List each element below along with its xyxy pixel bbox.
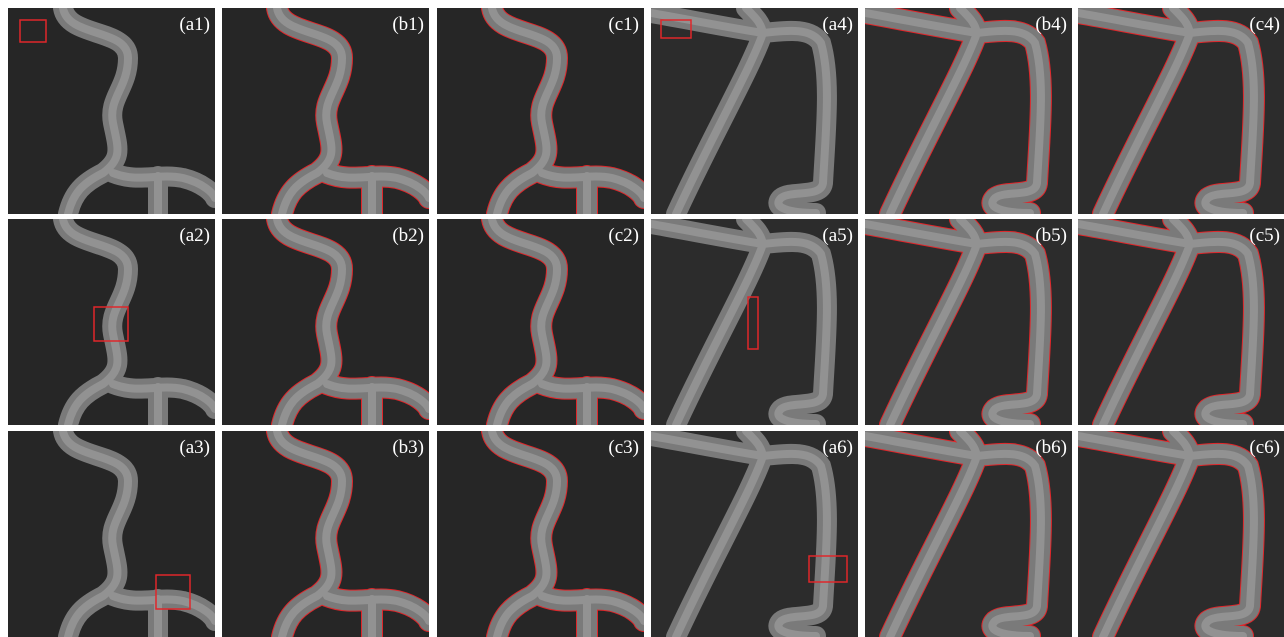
panel-label: (b4) bbox=[1035, 14, 1067, 35]
image-panel: (c4) bbox=[1078, 8, 1284, 214]
panel-label: (b5) bbox=[1035, 225, 1067, 246]
panel-label: (c2) bbox=[608, 225, 639, 246]
image-panel: (b6) bbox=[865, 431, 1072, 637]
panel-label: (c4) bbox=[1249, 14, 1280, 35]
image-panel: (c3) bbox=[437, 431, 644, 637]
figure: (a1) (b1) (c1) (a4) (b4) (c4) (a2) (b2) (c2) (a5)… bbox=[0, 0, 1284, 637]
panel-label: (b6) bbox=[1035, 437, 1067, 458]
panel-label: (c5) bbox=[1249, 225, 1280, 246]
image-panel: (c2) bbox=[437, 219, 644, 425]
image-panel: (a6) bbox=[651, 431, 858, 637]
image-panel: (b5) bbox=[865, 219, 1072, 425]
image-panel: (c5) bbox=[1078, 219, 1284, 425]
panel-label: (a5) bbox=[822, 225, 853, 246]
panel-label: (c1) bbox=[608, 14, 639, 35]
panel-label: (a4) bbox=[822, 14, 853, 35]
image-panel: (c6) bbox=[1078, 431, 1284, 637]
image-panel: (a2) bbox=[8, 219, 215, 425]
image-panel: (a5) bbox=[651, 219, 858, 425]
panel-label: (b2) bbox=[392, 225, 424, 246]
image-panel: (a3) bbox=[8, 431, 215, 637]
panel-label: (a6) bbox=[822, 437, 853, 458]
image-panel: (b2) bbox=[222, 219, 429, 425]
image-panel: (b1) bbox=[222, 8, 429, 214]
panel-label: (c6) bbox=[1249, 437, 1280, 458]
panel-grid: (a1) (b1) (c1) (a4) (b4) (c4) (a2) (b2) (c2) (a5)… bbox=[8, 8, 1284, 637]
panel-label: (b1) bbox=[392, 14, 424, 35]
image-panel: (a1) bbox=[8, 8, 215, 214]
image-panel: (c1) bbox=[437, 8, 644, 214]
panel-label: (a1) bbox=[179, 14, 210, 35]
image-panel: (a4) bbox=[651, 8, 858, 214]
panel-label: (c3) bbox=[608, 437, 639, 458]
panel-label: (a2) bbox=[179, 225, 210, 246]
panel-label: (a3) bbox=[179, 437, 210, 458]
image-panel: (b3) bbox=[222, 431, 429, 637]
panel-label: (b3) bbox=[392, 437, 424, 458]
image-panel: (b4) bbox=[865, 8, 1072, 214]
